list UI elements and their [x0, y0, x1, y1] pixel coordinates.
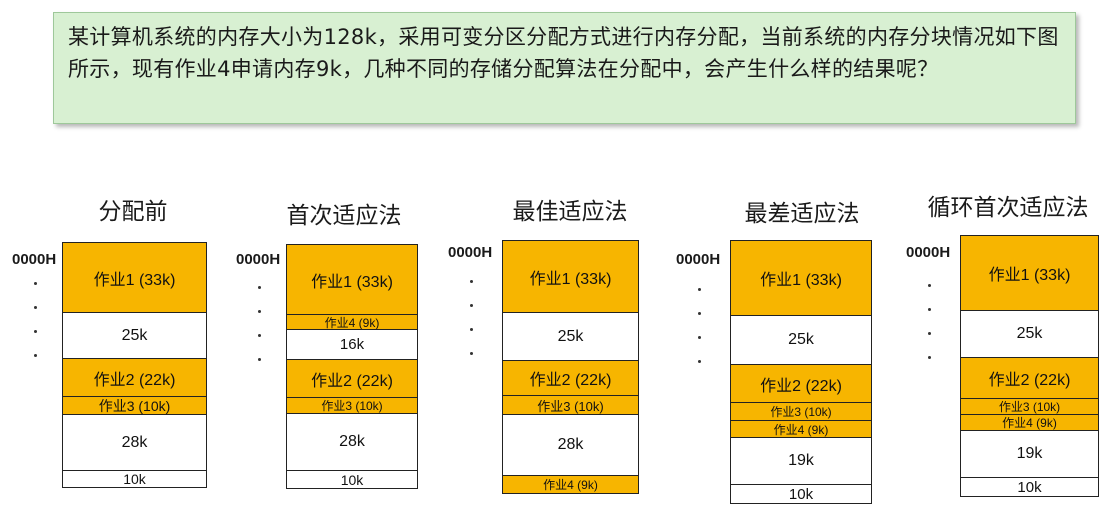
- column-title: 最佳适应法: [512, 199, 628, 225]
- ellipsis-dot: [928, 332, 931, 335]
- problem-statement: 某计算机系统的内存大小为128k，采用可变分区分配方式进行内存分配，当前系统的内…: [53, 12, 1076, 124]
- ellipsis-dot: [470, 280, 473, 283]
- memory-block-free: 19k: [730, 437, 872, 485]
- memory-stack-first-fit: 作业1 (33k) 作业4 (9k) 16k 作业2 (22k) 作业3 (10…: [286, 244, 418, 489]
- ellipsis-dot: [698, 288, 701, 291]
- memory-stack-best-fit: 作业1 (33k) 25k 作业2 (22k) 作业3 (10k) 28k 作业…: [502, 240, 639, 494]
- memory-block-job2: 作业2 (22k): [62, 358, 207, 397]
- start-address-label: 0000H: [448, 244, 493, 261]
- memory-stack-next-fit: 作业1 (33k) 25k 作业2 (22k) 作业3 (10k) 作业4 (9…: [960, 235, 1099, 497]
- ellipsis-dot: [470, 304, 473, 307]
- memory-block-free: 19k: [960, 430, 1099, 478]
- column-title: 首次适应法: [286, 203, 402, 229]
- memory-block-free: 28k: [286, 413, 418, 471]
- memory-block-job3: 作业3 (10k): [730, 402, 872, 421]
- ellipsis-dot: [928, 284, 931, 287]
- ellipsis-dot: [34, 354, 37, 357]
- ellipsis-dot: [34, 282, 37, 285]
- memory-block-free: 25k: [730, 315, 872, 365]
- memory-block-free: 10k: [730, 484, 872, 504]
- memory-block-job1: 作业1 (33k): [62, 242, 207, 313]
- memory-block-job4: 作业4 (9k): [730, 420, 872, 438]
- memory-stack-worst-fit: 作业1 (33k) 25k 作业2 (22k) 作业3 (10k) 作业4 (9…: [730, 240, 872, 504]
- memory-block-job4: 作业4 (9k): [960, 414, 1099, 431]
- ellipsis-dot: [258, 334, 261, 337]
- ellipsis-dot: [34, 330, 37, 333]
- memory-block-free: 25k: [62, 312, 207, 359]
- memory-block-job3: 作业3 (10k): [502, 395, 639, 415]
- memory-block-job3: 作业3 (10k): [62, 396, 207, 415]
- memory-block-free: 25k: [960, 310, 1099, 358]
- ellipsis-dot: [698, 360, 701, 363]
- column-title: 分配前: [98, 199, 168, 225]
- memory-block-job3: 作业3 (10k): [960, 398, 1099, 415]
- memory-block-free: 28k: [502, 414, 639, 476]
- ellipsis-dot: [928, 308, 931, 311]
- memory-block-job1: 作业1 (33k): [286, 244, 418, 315]
- ellipsis-dot: [258, 310, 261, 313]
- ellipsis-dot: [698, 312, 701, 315]
- ellipsis-dot: [928, 356, 931, 359]
- memory-block-job3: 作业3 (10k): [286, 397, 418, 414]
- memory-block-job4: 作业4 (9k): [286, 314, 418, 330]
- ellipsis-dot: [258, 358, 261, 361]
- column-title: 循环首次适应法: [927, 195, 1089, 221]
- memory-block-free: 10k: [286, 470, 418, 489]
- ellipsis-dot: [258, 286, 261, 289]
- memory-block-free: 10k: [62, 470, 207, 488]
- memory-block-job1: 作业1 (33k): [960, 235, 1099, 311]
- start-address-label: 0000H: [676, 251, 721, 268]
- start-address-label: 0000H: [236, 251, 281, 268]
- memory-block-job2: 作业2 (22k): [960, 357, 1099, 399]
- ellipsis-dot: [34, 306, 37, 309]
- memory-block-free: 10k: [960, 477, 1099, 497]
- memory-block-free: 16k: [286, 329, 418, 360]
- memory-block-job2: 作业2 (22k): [502, 360, 639, 396]
- ellipsis-dot: [470, 328, 473, 331]
- memory-block-job2: 作业2 (22k): [730, 364, 872, 403]
- column-title: 最差适应法: [744, 201, 860, 227]
- memory-block-free: 28k: [62, 414, 207, 471]
- memory-block-job1: 作业1 (33k): [502, 240, 639, 313]
- memory-block-job1: 作业1 (33k): [730, 240, 872, 316]
- start-address-label: 0000H: [12, 251, 57, 268]
- memory-block-job4: 作业4 (9k): [502, 475, 639, 494]
- memory-block-free: 25k: [502, 312, 639, 361]
- memory-stack-before: 作业1 (33k) 25k 作业2 (22k) 作业3 (10k) 28k 10…: [62, 242, 207, 488]
- memory-block-job2: 作业2 (22k): [286, 359, 418, 398]
- ellipsis-dot: [470, 352, 473, 355]
- ellipsis-dot: [698, 336, 701, 339]
- start-address-label: 0000H: [906, 244, 951, 261]
